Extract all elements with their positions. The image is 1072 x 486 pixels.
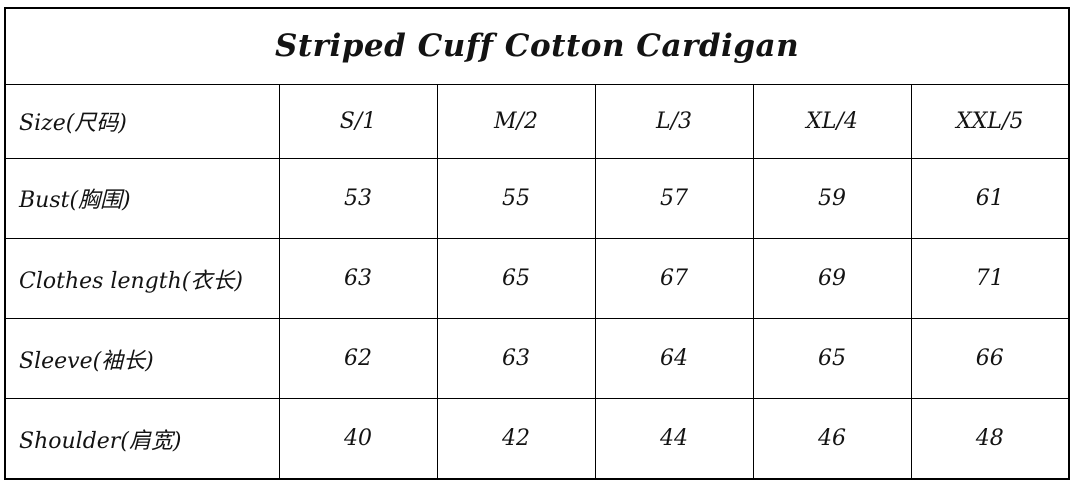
chart-title: Striped Cuff Cotton Cardigan (3, 6, 1071, 85)
cell-bust-s: 53 (278, 157, 438, 239)
column-header-s: S/1 (278, 83, 438, 159)
cell-shoulder-l: 44 (594, 398, 754, 481)
size-chart-table: Striped Cuff Cotton Cardigan Size(尺码) S/… (3, 6, 1071, 481)
cell-sleeve-xl: 65 (752, 318, 912, 400)
cell-shoulder-s: 40 (278, 398, 438, 481)
cell-sleeve-m: 63 (436, 318, 596, 400)
column-header-l: L/3 (594, 83, 754, 159)
cell-sleeve-xxl: 66 (910, 318, 1071, 400)
row-label-clothes-length: Clothes length(衣长) (4, 237, 280, 320)
header-row: Size(尺码) S/1 M/2 L/3 XL/4 XXL/5 (4, 83, 1071, 159)
row-label-shoulder: Shoulder(肩宽) (4, 398, 280, 481)
column-header-m: M/2 (436, 83, 596, 159)
cell-length-xl: 69 (752, 237, 912, 320)
cell-bust-l: 57 (594, 157, 754, 239)
cell-sleeve-s: 62 (278, 318, 438, 400)
cell-bust-xl: 59 (752, 157, 912, 239)
row-label-sleeve: Sleeve(袖长) (4, 318, 280, 400)
cell-length-l: 67 (594, 237, 754, 320)
column-header-xxl: XXL/5 (910, 83, 1071, 159)
cell-shoulder-xxl: 48 (910, 398, 1071, 481)
cell-length-m: 65 (436, 237, 596, 320)
row-label-bust: Bust(胸围) (4, 157, 280, 239)
title-row: Striped Cuff Cotton Cardigan (3, 6, 1071, 85)
table-row-shoulder: Shoulder(肩宽) 40 42 44 46 48 (4, 398, 1071, 481)
row-header-size: Size(尺码) (4, 83, 280, 159)
column-header-xl: XL/4 (752, 83, 912, 159)
cell-shoulder-m: 42 (436, 398, 596, 481)
cell-length-s: 63 (278, 237, 438, 320)
cell-bust-xxl: 61 (910, 157, 1071, 239)
table-row-clothes-length: Clothes length(衣长) 63 65 67 69 71 (4, 237, 1071, 320)
cell-sleeve-l: 64 (594, 318, 754, 400)
cell-length-xxl: 71 (910, 237, 1071, 320)
table-row-sleeve: Sleeve(袖长) 62 63 64 65 66 (4, 318, 1071, 400)
cell-bust-m: 55 (436, 157, 596, 239)
table-row-bust: Bust(胸围) 53 55 57 59 61 (4, 157, 1071, 239)
cell-shoulder-xl: 46 (752, 398, 912, 481)
